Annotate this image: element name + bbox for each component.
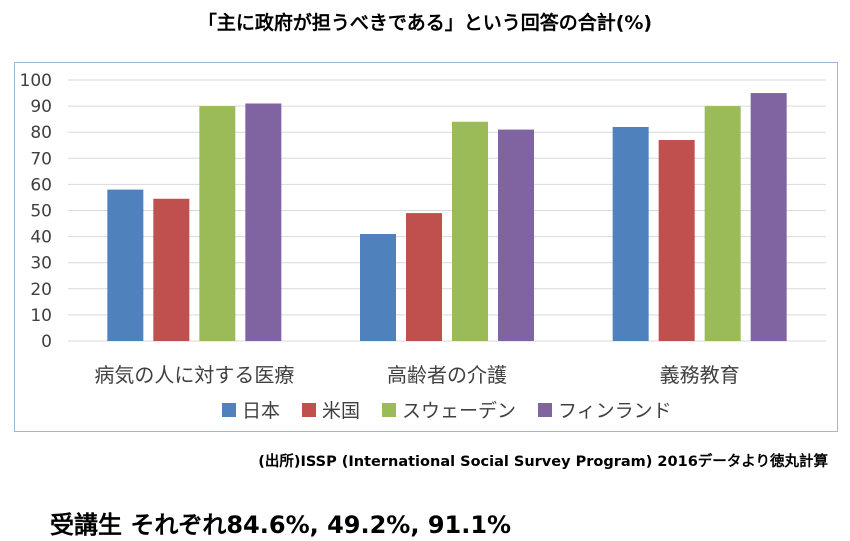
bar [360,233,396,341]
bar [153,198,190,341]
legend-swatch [382,403,396,417]
category-label: 病気の人に対する医療 [94,363,294,387]
legend-label: 日本 [242,400,280,422]
legend-swatch [222,403,236,417]
y-tick-label: 80 [30,123,52,143]
legend-swatch [538,403,552,417]
source-note: (出所)ISSP (International Social Survey Pr… [258,454,828,470]
bar [612,126,649,341]
bar [245,103,282,342]
legend-swatch [302,403,316,417]
legend-label: フィンランド [558,400,672,422]
category-label: 高齢者の介護 [387,363,507,387]
chart-title: 「主に政府が担うべきである」という回答の合計(%) [197,12,653,34]
bar [406,213,442,341]
bar [498,129,534,341]
y-tick-label: 90 [30,97,52,117]
category-label: 義務教育 [660,363,740,387]
y-tick-label: 100 [20,71,52,91]
legend-label: スウェーデン [402,400,516,422]
bar-chart: 0 10 20 30 40 50 60 70 80 90 100 病気の人に対する医療 高齢者の介護 義務… [20,71,826,422]
bar [199,106,236,341]
y-tick-label: 20 [30,280,52,300]
y-tick-label: 0 [41,332,52,352]
y-tick-label: 30 [30,254,52,274]
y-tick-label: 50 [30,202,52,222]
bar [452,121,488,341]
legend-label: 米国 [322,400,360,422]
y-tick-label: 70 [30,149,52,169]
student-results-note: 受講生 それぞれ84.6%, 49.2%, 91.1% [50,511,512,539]
bar [107,189,144,341]
y-tick-label: 60 [30,175,52,195]
chart-frame [14,62,838,432]
bar [704,106,741,341]
bar [750,93,787,341]
y-tick-label: 10 [30,306,52,326]
bar [658,140,695,341]
y-tick-label: 40 [30,228,52,248]
